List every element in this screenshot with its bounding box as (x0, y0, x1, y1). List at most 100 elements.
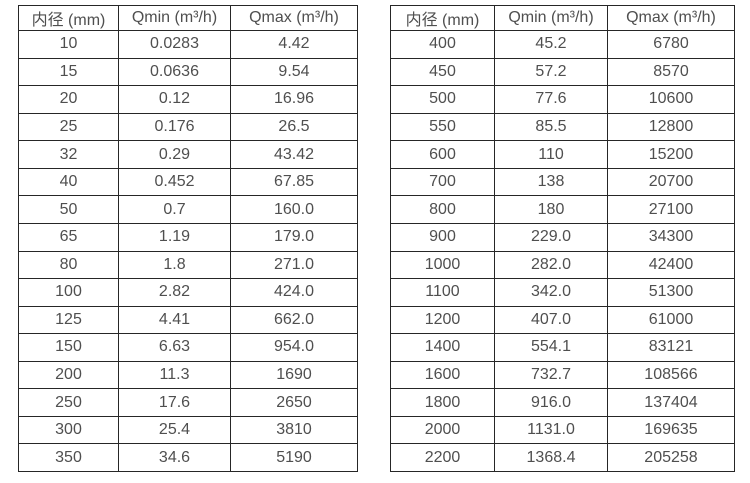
table-cell: 229.0 (494, 222, 608, 252)
table-cell: 1800 (390, 388, 495, 417)
table-cell: 180 (494, 195, 608, 224)
table-cell: 554.1 (494, 333, 608, 362)
table-cell: 1600 (390, 360, 495, 390)
table-cell: 4.41 (118, 305, 231, 335)
table-cell: 45.2 (494, 30, 608, 59)
table-row: 550 85.5 12800 (390, 112, 735, 142)
header-qmax: Qmax (m³/h) (607, 5, 735, 31)
table-cell: 3810 (230, 415, 358, 445)
table-cell: 20700 (607, 167, 735, 197)
table-row: 450 57.2 8570 (390, 57, 735, 87)
table-cell: 137404 (607, 388, 735, 417)
table-row: 1000 282.0 42400 (390, 250, 735, 280)
table-row: 300 25.4 3810 (18, 415, 358, 445)
table-cell: 916.0 (494, 388, 608, 417)
table-row: 100 2.82 424.0 (18, 278, 358, 307)
table-cell: 450 (390, 57, 495, 87)
table-cell: 8570 (607, 57, 735, 87)
table-cell: 160.0 (230, 195, 358, 224)
table-cell: 424.0 (230, 278, 358, 307)
table-row: 20 0.12 16.96 (18, 85, 358, 114)
table-cell: 85.5 (494, 112, 608, 142)
table-row: 250 17.6 2650 (18, 388, 358, 417)
table-cell: 500 (390, 85, 495, 114)
flow-rate-table-large-diameter: 内径 (mm) Qmin (m³/h) Qmax (m³/h) 400 45.2 6… (390, 5, 735, 472)
table-row: 600 110 15200 (390, 140, 735, 169)
table-cell: 110 (494, 140, 608, 169)
table-cell: 10 (18, 30, 119, 59)
table-cell: 4.42 (230, 30, 358, 59)
table-cell: 271.0 (230, 250, 358, 280)
table-row: 80 1.8 271.0 (18, 250, 358, 280)
table-cell: 282.0 (494, 250, 608, 280)
table-cell: 600 (390, 140, 495, 169)
table-header-row: 内径 (mm) Qmin (m³/h) Qmax (m³/h) (18, 5, 358, 31)
table-cell: 26.5 (230, 112, 358, 142)
table-cell: 43.42 (230, 140, 358, 169)
table-cell: 15200 (607, 140, 735, 169)
table-cell: 169635 (607, 415, 735, 445)
table-cell: 40 (18, 167, 119, 197)
table-cell: 350 (18, 443, 119, 472)
table-cell: 550 (390, 112, 495, 142)
table-cell: 138 (494, 167, 608, 197)
table-cell: 1.19 (118, 222, 231, 252)
table-cell: 0.7 (118, 195, 231, 224)
table-cell: 25.4 (118, 415, 231, 445)
table-cell: 1200 (390, 305, 495, 335)
table-cell: 800 (390, 195, 495, 224)
table-row: 2000 1131.0 169635 (390, 415, 735, 445)
table-row: 15 0.0636 9.54 (18, 57, 358, 87)
table-row: 1200 407.0 61000 (390, 305, 735, 335)
table-cell: 0.12 (118, 85, 231, 114)
table-cell: 0.0636 (118, 57, 231, 87)
table-cell: 12800 (607, 112, 735, 142)
table-row: 65 1.19 179.0 (18, 222, 358, 252)
table-cell: 1368.4 (494, 443, 608, 472)
table-cell: 10600 (607, 85, 735, 114)
table-cell: 42400 (607, 250, 735, 280)
table-cell: 34300 (607, 222, 735, 252)
table-cell: 342.0 (494, 278, 608, 307)
flow-rate-table-small-diameter: 内径 (mm) Qmin (m³/h) Qmax (m³/h) 10 0.0283… (18, 5, 358, 472)
table-cell: 9.54 (230, 57, 358, 87)
header-qmin: Qmin (m³/h) (118, 5, 231, 31)
table-cell: 0.29 (118, 140, 231, 169)
table-row: 32 0.29 43.42 (18, 140, 358, 169)
table-cell: 1000 (390, 250, 495, 280)
table-cell: 732.7 (494, 360, 608, 390)
table-cell: 65 (18, 222, 119, 252)
table-cell: 400 (390, 30, 495, 59)
table-cell: 200 (18, 360, 119, 390)
header-inner-diameter: 内径 (mm) (390, 5, 495, 31)
table-cell: 57.2 (494, 57, 608, 87)
table-cell: 50 (18, 195, 119, 224)
table-row: 500 77.6 10600 (390, 85, 735, 114)
table-row: 350 34.6 5190 (18, 443, 358, 472)
table-body: 400 45.2 6780 450 57.2 8570 500 77.6 10600 550 85.… (390, 30, 735, 472)
table-cell: 6780 (607, 30, 735, 59)
table-cell: 5190 (230, 443, 358, 472)
table-cell: 67.85 (230, 167, 358, 197)
table-cell: 20 (18, 85, 119, 114)
table-cell: 0.452 (118, 167, 231, 197)
table-cell: 2650 (230, 388, 358, 417)
table-cell: 1690 (230, 360, 358, 390)
table-row: 900 229.0 34300 (390, 222, 735, 252)
table-cell: 900 (390, 222, 495, 252)
table-cell: 61000 (607, 305, 735, 335)
table-cell: 205258 (607, 443, 735, 472)
table-body: 10 0.0283 4.42 15 0.0636 9.54 20 0.12 16.96 25 0.1… (18, 30, 358, 472)
table-cell: 0.0283 (118, 30, 231, 59)
table-cell: 2000 (390, 415, 495, 445)
table-cell: 954.0 (230, 333, 358, 362)
table-row: 50 0.7 160.0 (18, 195, 358, 224)
table-cell: 108566 (607, 360, 735, 390)
table-row: 200 11.3 1690 (18, 360, 358, 390)
table-cell: 700 (390, 167, 495, 197)
table-row: 1600 732.7 108566 (390, 360, 735, 390)
table-cell: 25 (18, 112, 119, 142)
table-cell: 407.0 (494, 305, 608, 335)
table-cell: 100 (18, 278, 119, 307)
table-cell: 250 (18, 388, 119, 417)
